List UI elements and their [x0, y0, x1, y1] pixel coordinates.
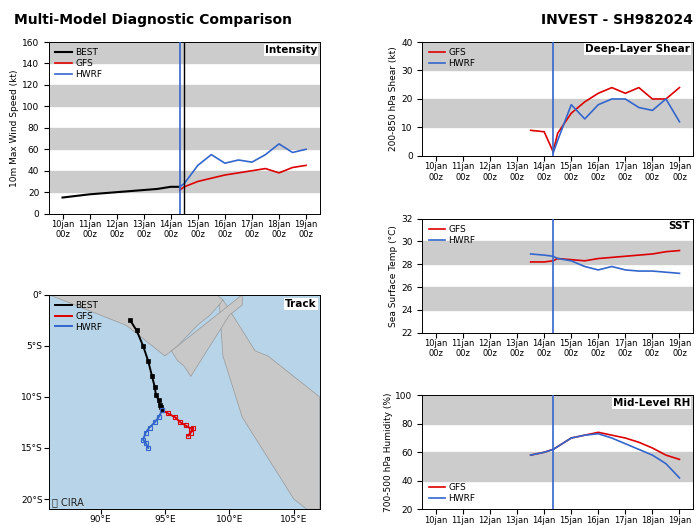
Text: Track: Track	[286, 299, 317, 309]
Text: Intensity: Intensity	[265, 46, 317, 56]
Y-axis label: 10m Max Wind Speed (kt): 10m Max Wind Speed (kt)	[10, 69, 20, 186]
Legend: GFS, HWRF: GFS, HWRF	[427, 47, 477, 70]
Bar	[422, 452, 693, 481]
Text: Mid-Level RH: Mid-Level RH	[613, 397, 690, 407]
Legend: BEST, GFS, HWRF: BEST, GFS, HWRF	[53, 299, 104, 333]
Y-axis label: 700-500 hPa Humidity (%): 700-500 hPa Humidity (%)	[384, 393, 393, 512]
Bar	[49, 42, 320, 64]
Polygon shape	[172, 295, 242, 376]
Legend: GFS, HWRF: GFS, HWRF	[427, 223, 477, 247]
Legend: BEST, GFS, HWRF: BEST, GFS, HWRF	[53, 47, 104, 81]
Bar	[49, 171, 320, 192]
Bar	[49, 128, 320, 149]
Bar	[422, 242, 693, 264]
Bar	[422, 395, 693, 424]
Bar	[422, 287, 693, 310]
Polygon shape	[49, 295, 223, 356]
Y-axis label: Sea Surface Temp (°C): Sea Surface Temp (°C)	[389, 225, 398, 327]
Bar	[422, 42, 693, 70]
Polygon shape	[219, 300, 320, 509]
Text: Multi-Model Diagnostic Comparison: Multi-Model Diagnostic Comparison	[14, 13, 292, 27]
Bar	[422, 99, 693, 128]
Text: INVEST - SH982024: INVEST - SH982024	[541, 13, 693, 27]
Text: Ⓜ CIRA: Ⓜ CIRA	[52, 497, 83, 507]
Text: Deep-Layer Shear: Deep-Layer Shear	[585, 44, 690, 54]
Legend: GFS, HWRF: GFS, HWRF	[427, 481, 477, 505]
Y-axis label: 200-850 hPa Shear (kt): 200-850 hPa Shear (kt)	[389, 47, 398, 151]
Text: SST: SST	[668, 221, 690, 231]
Bar	[49, 85, 320, 107]
